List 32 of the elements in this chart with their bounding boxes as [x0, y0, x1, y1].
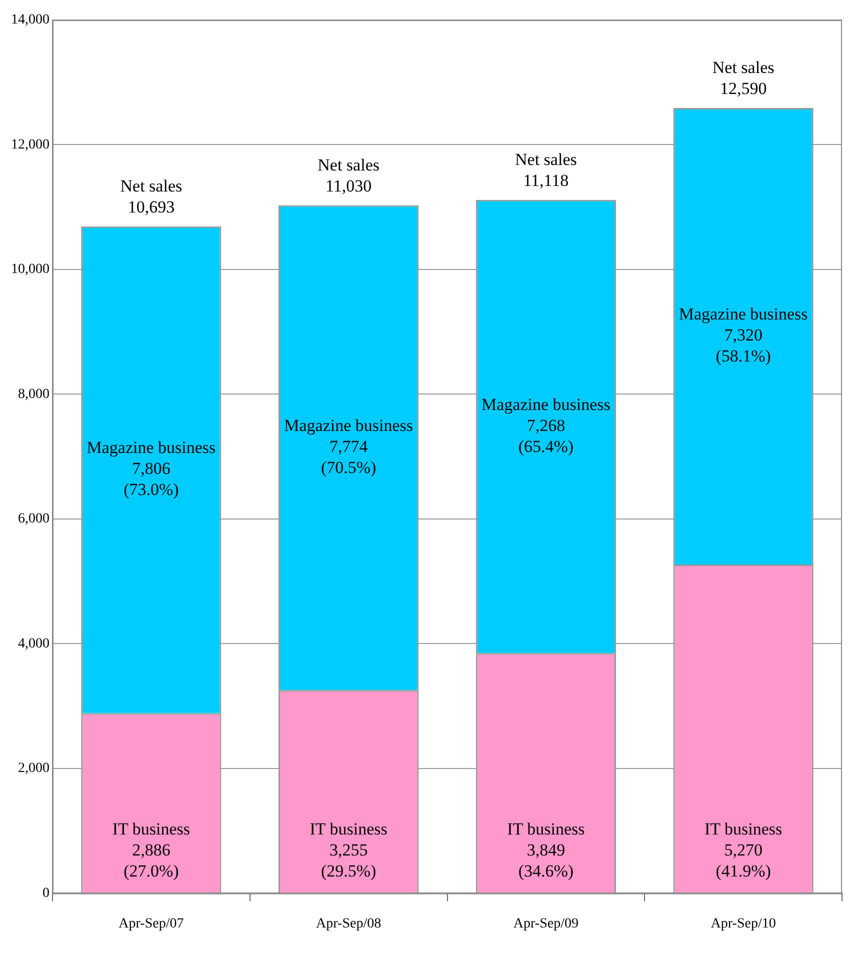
x-tick-label: Apr-Sep/07: [118, 916, 184, 932]
text: IT business: [310, 820, 388, 839]
x-tick-label: Apr-Sep/10: [710, 916, 776, 932]
text: IT business: [507, 820, 585, 839]
total-label: Net sales 12,590: [712, 58, 774, 98]
series-label: Magazine business: [86, 438, 216, 458]
y-tick-label: 12,000: [11, 137, 50, 152]
y-tick-label: 0: [42, 886, 50, 901]
text: IT business: [704, 820, 782, 839]
y-tick-label: 4,000: [18, 636, 50, 652]
data-label: 3,849 (34.6%): [518, 840, 574, 881]
y-tick-label: 8,000: [18, 386, 50, 402]
series-label: IT business: [112, 820, 190, 839]
text: Magazine business: [284, 416, 414, 436]
data-label: 2,886 (27.0%): [124, 840, 179, 881]
data-label: 3,255 (29.5%): [320, 840, 376, 881]
total-label: Net sales 11,118: [515, 150, 577, 190]
total-label: Net sales 10,693: [120, 176, 182, 216]
y-tick-label: 2,000: [18, 761, 50, 776]
data-label: 7,268 (65.4%): [518, 416, 574, 456]
data-label: 7,774 (70.5%): [320, 437, 376, 478]
data-label: 7,320 (58.1%): [716, 326, 771, 366]
text: Magazine business: [678, 304, 808, 324]
y-tick-label: 10,000: [11, 262, 50, 278]
text: Magazine business: [481, 394, 610, 414]
x-tick-label: Apr-Sep/09: [513, 916, 578, 932]
x-tick-label: Apr-Sep/08: [316, 916, 382, 932]
y-tick-label: 6,000: [18, 512, 50, 527]
data-label: 5,270 (41.9%): [716, 840, 771, 881]
total-label: Net sales 11,030: [318, 155, 380, 196]
data-label: 7,806 (73.0%): [124, 459, 179, 500]
y-tick-label: 14,000: [11, 12, 50, 28]
